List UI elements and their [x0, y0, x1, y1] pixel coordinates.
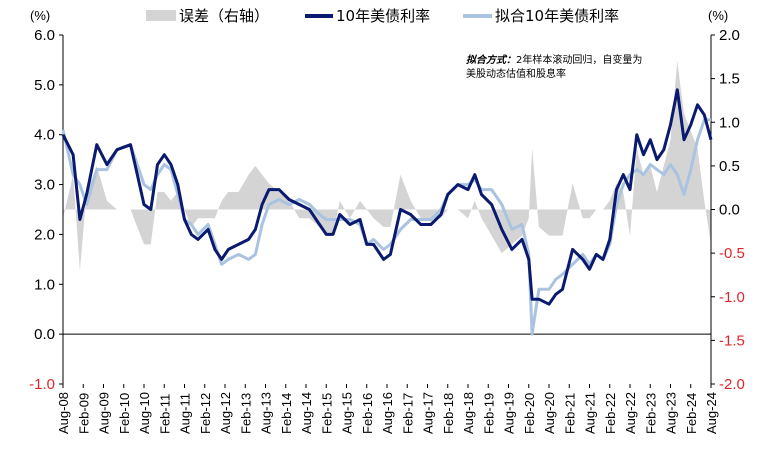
x-tick-label: Feb-19 — [481, 393, 496, 434]
x-tick-label: Aug-11 — [178, 393, 193, 434]
x-tick-label: Feb-16 — [360, 393, 375, 434]
left-tick-label: 4.0 — [34, 127, 55, 144]
x-tick-label: Aug-18 — [461, 392, 476, 434]
x-tick-label: Feb-09 — [76, 393, 91, 434]
x-tick-label: Aug-15 — [340, 392, 355, 434]
x-tick-label: Aug-12 — [218, 392, 233, 434]
right-tick-label: -2.0 — [719, 376, 745, 393]
x-tick-label: Aug-23 — [664, 392, 679, 434]
right-tick-label: -0.5 — [719, 245, 745, 262]
right-tick-label: -1.5 — [719, 332, 745, 349]
x-tick-label: Feb-23 — [643, 393, 658, 434]
y-tick-labels: 6.0 5.0 4.0 3.0 2.0 1.0 0.0 -1.0 2.0 1.5 1.0 0.5 0.0… — [29, 27, 745, 393]
x-tick-label: Aug-09 — [97, 392, 112, 434]
svg-text:拟合方式：2年样本滚动回归，自变量为: 拟合方式：2年样本滚动回归，自变量为 — [466, 53, 642, 66]
fitted-yield-line — [61, 118, 711, 336]
x-tick-label: Feb-10 — [117, 393, 132, 434]
x-tick-label: Aug-08 — [56, 392, 71, 434]
left-tick-label: 5.0 — [34, 77, 55, 94]
right-tick-label: -1.0 — [719, 289, 745, 306]
x-tick-label: Aug-21 — [583, 392, 598, 434]
x-tick-label: Aug-19 — [502, 392, 517, 434]
axes — [59, 34, 715, 388]
x-tick-labels: Aug-08 Feb-09 Aug-09 Feb-10 Aug-10 Feb-11 Aug-… — [56, 392, 719, 434]
x-tick-label: Aug-20 — [542, 392, 557, 434]
left-tick-label: 1.0 — [34, 276, 55, 293]
x-tick-label: Aug-13 — [259, 392, 274, 434]
right-unit-label: (%) — [708, 8, 728, 23]
x-tick-label: Feb-13 — [238, 393, 253, 434]
x-tick-label: Aug-22 — [623, 392, 638, 434]
yield-series — [61, 88, 713, 306]
right-tick-label: 1.0 — [719, 114, 740, 131]
x-tick-label: Aug-10 — [137, 392, 152, 434]
right-tick-label: 2.0 — [719, 27, 740, 44]
fitted-yield-series — [61, 118, 711, 336]
left-tick-label: 3.0 — [34, 177, 55, 194]
error-area — [63, 61, 711, 271]
right-tick-label: 0.0 — [719, 202, 740, 219]
x-tick-label: Aug-16 — [380, 392, 395, 434]
x-tick-label: Feb-22 — [603, 393, 618, 434]
chart-note: 拟合方式：2年样本滚动回归，自变量为 美股动态估值和股息率 — [466, 53, 642, 80]
left-unit-label: (%) — [30, 8, 50, 23]
legend-label-fitted: 拟合10年美债利率 — [495, 7, 619, 25]
note-line1: 2年样本滚动回归，自变量为 — [516, 53, 642, 66]
left-tick-label: 0.0 — [34, 326, 55, 343]
x-tick-label: Feb-20 — [522, 393, 537, 434]
x-tick-label: Aug-14 — [299, 392, 314, 434]
x-tick-label: Feb-12 — [198, 393, 213, 434]
x-tick-label: Feb-14 — [279, 393, 294, 434]
x-tick-label: Aug-17 — [421, 392, 436, 434]
legend-label-error: 误差（右轴） — [179, 7, 269, 25]
left-tick-label: 6.0 — [34, 27, 55, 44]
yield-line — [61, 88, 713, 306]
x-tick-label: Feb-15 — [319, 393, 334, 434]
x-tick-label: Feb-17 — [400, 393, 415, 434]
legend-swatch-error — [146, 10, 176, 21]
legend-label-yield: 10年美债利率 — [336, 7, 430, 25]
left-tick-label: -1.0 — [29, 376, 55, 393]
error-area-series — [63, 61, 711, 271]
x-tick-label: Feb-24 — [684, 393, 699, 434]
x-tick-label: Feb-21 — [562, 393, 577, 434]
left-tick-label: 2.0 — [34, 226, 55, 243]
right-tick-label: 1.5 — [719, 71, 740, 88]
x-tick-label: Feb-11 — [157, 394, 172, 434]
x-tick-label: Aug-24 — [704, 392, 719, 434]
x-tick-label: Feb-18 — [441, 393, 456, 434]
note-label: 拟合方式： — [466, 54, 516, 66]
legend: 误差（右轴） 10年美债利率 拟合10年美债利率 — [146, 7, 619, 25]
note-line2: 美股动态估值和股息率 — [466, 67, 566, 80]
right-tick-label: 0.5 — [719, 158, 740, 175]
